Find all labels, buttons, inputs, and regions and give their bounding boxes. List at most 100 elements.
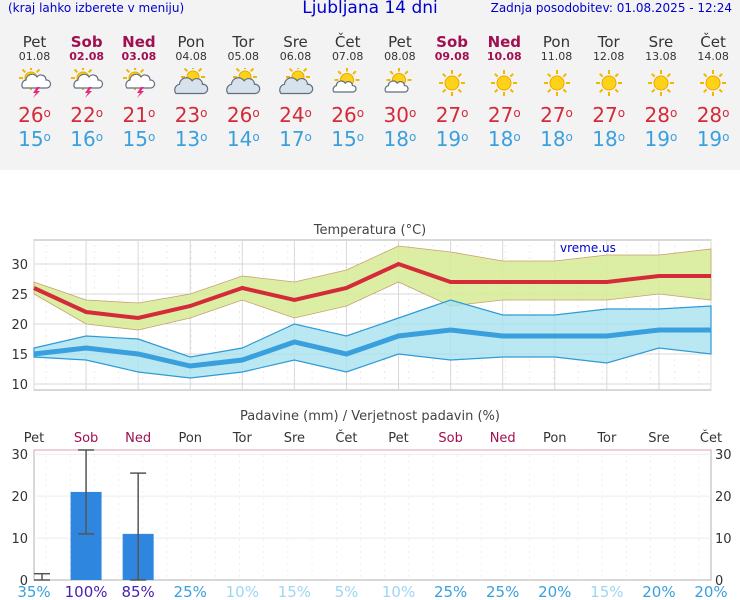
grid-dot [69,269,71,271]
min-temp-line [33,327,711,369]
min-temp: 18o [383,127,417,151]
probability-label: 100% [65,583,108,600]
grid-dot [408,509,410,511]
grid-dot [625,251,627,253]
grid-dot [504,461,506,463]
grid-dot [577,251,579,253]
location-hint[interactable]: (kraj lahko izberete v meniju) [8,1,185,15]
grid-dot [166,455,168,457]
grid-dot [456,455,458,457]
grid-dot [142,377,144,379]
day-name: Ned [487,33,522,51]
grid-dot [311,563,313,565]
grid-dot [359,563,361,565]
grid-dot [118,467,120,469]
grid-dot [45,575,47,577]
grid-dot [504,371,506,373]
grid-dot [384,551,386,553]
grid-dot [166,509,168,511]
grid-dot [408,383,410,385]
grid-dot [577,515,579,517]
grid-dot [601,491,603,493]
grid-dot [504,383,506,385]
grid-dot [45,455,47,457]
grid-dot [553,521,555,523]
grid-dot [166,275,168,277]
grid-dot [214,515,216,517]
day-name: Ned [122,33,156,51]
grid-dot [625,503,627,505]
grid-dot [601,503,603,505]
grid-dot [625,383,627,385]
grid-dot [190,491,192,493]
grid-dot [529,305,531,307]
probability-label: 15% [278,583,311,600]
day-date: 05.08 [227,50,260,63]
grid-dot [601,251,603,253]
grid-dot [287,557,289,559]
grid-dot [553,455,555,457]
grid-dot [432,515,434,517]
day-date: 01.08 [18,50,51,63]
grid-dot [239,335,241,337]
grid-dot [456,473,458,475]
storm-sun-icon [18,68,51,98]
grid-dot [118,485,120,487]
grid-dot [214,383,216,385]
grid-dot [625,563,627,565]
grid-dot [577,455,579,457]
grid-dot [601,461,603,463]
grid-dot [335,533,337,535]
y-tick-label: 30 [11,258,28,273]
grid-dot [45,515,47,517]
grid-dot [504,467,506,469]
grid-dot [69,317,71,319]
grid-dot [456,503,458,505]
grid-dot [529,497,531,499]
grid-dot [432,533,434,535]
cloud-sun-icon [174,68,209,95]
grid-dot [214,509,216,511]
grid-dot [311,455,313,457]
grid-dot [384,533,386,535]
grid-dot [69,569,71,571]
max-temp: 23o [174,103,208,127]
grid-dot [311,545,313,547]
grid-dot [698,455,700,457]
grid-dot [287,575,289,577]
grid-dot [504,251,506,253]
grid-dot [311,245,313,247]
grid-dot [239,503,241,505]
grid-dot [384,539,386,541]
grid-dot [45,557,47,559]
grid-dot [239,257,241,259]
grid-dot [190,347,192,349]
grid-dot [674,353,676,355]
grid-dot [93,293,95,295]
grid-dot [577,467,579,469]
grid-dot [384,473,386,475]
grid-dot [601,515,603,517]
grid-dot [432,479,434,481]
grid-dot [650,305,652,307]
grid-dot [698,299,700,301]
grid-dot [625,461,627,463]
grid-dot [166,467,168,469]
grid-dot [69,461,71,463]
max-temp: 26o [331,103,365,127]
grid-dot [69,329,71,331]
grid-dot [190,251,192,253]
grid-dot [650,551,652,553]
grid-dot [239,563,241,565]
grid-dot [529,545,531,547]
day-column: Pon 04.08 23o 13o [165,34,217,151]
grid-dot [456,533,458,535]
grid-dot [214,479,216,481]
grid-dot [408,557,410,559]
probability-label: 25% [434,583,467,600]
grid-dot [263,317,265,319]
grid-dot [456,245,458,247]
grid-dot [456,509,458,511]
grid-dot [69,563,71,565]
grid-dot [625,539,627,541]
